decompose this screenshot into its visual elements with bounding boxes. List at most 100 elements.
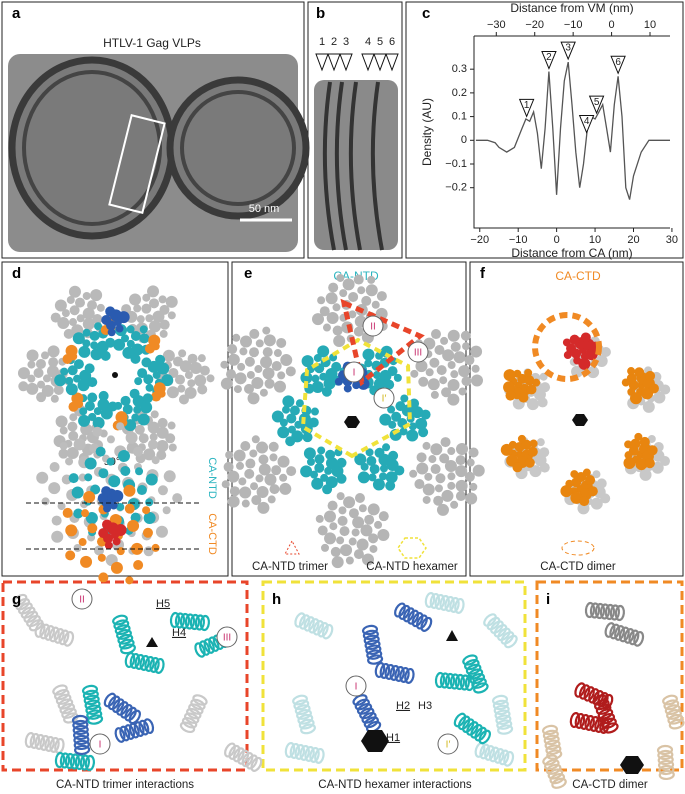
helix-turn (667, 713, 684, 725)
density-blob (651, 461, 664, 474)
site-label: II (370, 322, 376, 333)
helix-turn (547, 768, 564, 780)
density-blob (82, 307, 95, 320)
marker-label: 1 (319, 36, 325, 48)
density-blob (414, 479, 425, 490)
density-blob (422, 483, 435, 496)
ntd-label: CA-NTD (206, 457, 218, 499)
density-blob (529, 439, 538, 448)
x-tick-label: 10 (589, 234, 601, 246)
density-blob (336, 536, 345, 545)
helix-turn (317, 622, 329, 638)
density-blob (87, 300, 98, 311)
vlp (166, 76, 310, 220)
x-tick-label: −10 (509, 234, 528, 246)
density-blob (47, 345, 60, 358)
density-blob (623, 457, 636, 470)
density-blob (63, 328, 74, 339)
density-blob (161, 374, 174, 387)
helix-turn (23, 610, 39, 623)
helix-turn (189, 613, 201, 631)
density-blob (271, 465, 282, 476)
density-blob (627, 367, 636, 376)
density-blob (357, 471, 370, 484)
density-blob (361, 295, 372, 306)
inset-box (108, 114, 166, 214)
peak-label: 1 (524, 100, 530, 111)
helix-turn (486, 616, 501, 631)
density-blob (98, 390, 109, 401)
density-blob (27, 374, 36, 383)
density-blob (645, 370, 656, 381)
density-blob (269, 453, 278, 462)
peak-label: 5 (594, 97, 600, 108)
density-blob (251, 376, 264, 389)
density-blob (122, 404, 133, 415)
density-blob (42, 374, 51, 383)
peak-label: 2 (546, 52, 552, 63)
density-blob (49, 461, 60, 472)
helix-turn (429, 592, 441, 609)
helix-label: H4 (172, 627, 186, 639)
density-blob (178, 394, 189, 405)
density-blob (365, 448, 374, 457)
density-blob (65, 457, 74, 466)
helix-turn (439, 672, 451, 689)
ctd-label: CA-CTD (206, 513, 218, 555)
helix-turn (589, 715, 600, 732)
marker-label: 5 (377, 36, 383, 48)
density-blob (48, 482, 61, 495)
density-blob (348, 291, 359, 302)
density-blob (331, 556, 344, 569)
density-blob (302, 432, 313, 443)
helix-turn (366, 649, 383, 660)
density-blob (324, 532, 337, 545)
density-blob (362, 553, 375, 566)
helix-turn (434, 671, 446, 689)
helix-turn (464, 659, 480, 671)
helix-turn (493, 704, 510, 716)
density-blob (364, 359, 373, 368)
density-blob (245, 458, 256, 469)
density-blob (441, 387, 452, 398)
density-blob (465, 492, 478, 505)
helix-turn (113, 619, 130, 631)
density-blob (391, 411, 402, 422)
helix-turn (604, 622, 616, 638)
helix-turn (473, 682, 489, 694)
density-blob (221, 480, 230, 489)
density-blob (100, 350, 111, 361)
helix-turn (492, 699, 509, 711)
x2-tick-label: −10 (564, 19, 583, 31)
density-blob (285, 436, 296, 447)
membrane-bands (322, 81, 384, 251)
helix-turn (120, 703, 133, 719)
helix-turn (495, 714, 512, 725)
helix-turn (503, 750, 515, 767)
density-blob (399, 427, 408, 436)
density-blob (149, 432, 158, 441)
density-blob (306, 457, 315, 466)
density-blob (406, 429, 419, 442)
density-blob (570, 470, 579, 479)
density-blob (277, 371, 286, 380)
density-blob (157, 485, 168, 496)
density-blob (415, 360, 428, 373)
helix-turn (293, 699, 310, 711)
density-blob (447, 481, 456, 490)
density-blob (395, 401, 406, 412)
density-blob (472, 464, 485, 477)
site-label: I′ (446, 740, 451, 751)
density-blob (442, 349, 455, 362)
density-blob (115, 411, 128, 424)
density-blob (411, 406, 424, 419)
density-blob (125, 431, 138, 444)
helix-turn (117, 633, 134, 645)
helix-turn (549, 773, 566, 785)
helix-turn (128, 709, 142, 725)
caption: CA-CTD dimer (572, 779, 648, 791)
hexamer-axis (620, 756, 644, 774)
helix-turn (633, 630, 645, 647)
density-blob (256, 441, 269, 454)
density-blob (331, 361, 342, 372)
